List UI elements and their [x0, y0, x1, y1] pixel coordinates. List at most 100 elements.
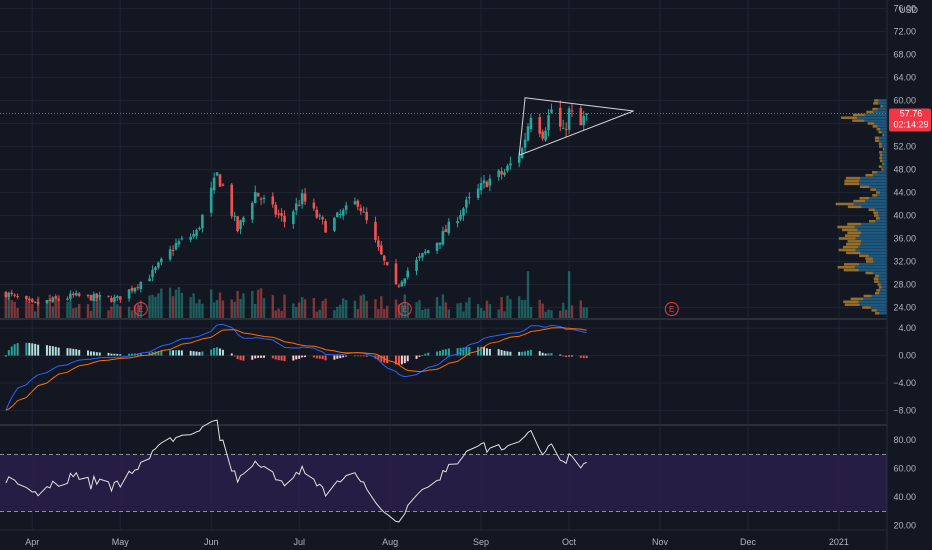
candle-body[interactable]: [585, 113, 588, 115]
candle-body[interactable]: [550, 109, 553, 113]
candle-body[interactable]: [98, 295, 102, 297]
candle-body[interactable]: [36, 302, 40, 305]
candle-body[interactable]: [168, 249, 172, 260]
candle-body[interactable]: [561, 127, 565, 129]
rsi-line[interactable]: [5, 419, 587, 523]
candle-body[interactable]: [57, 299, 60, 301]
candle-body[interactable]: [13, 294, 16, 296]
candle-body[interactable]: [426, 250, 430, 254]
candle-body[interactable]: [479, 183, 483, 191]
rsi-indicator[interactable]: [5, 419, 587, 523]
triangle-outline[interactable]: [518, 97, 634, 157]
candle-body[interactable]: [192, 233, 195, 237]
candle-body[interactable]: [274, 204, 278, 215]
candle-body[interactable]: [406, 270, 410, 278]
candle-body[interactable]: [415, 259, 418, 271]
candle-body[interactable]: [356, 200, 360, 207]
candle-body[interactable]: [421, 253, 424, 258]
candle-body[interactable]: [315, 209, 319, 218]
candle-body[interactable]: [110, 298, 113, 302]
earnings-marker-icon[interactable]: [664, 302, 679, 316]
candle-body[interactable]: [506, 165, 509, 171]
candle-body[interactable]: [359, 208, 363, 212]
candle-body[interactable]: [136, 287, 140, 289]
candle-body[interactable]: [500, 171, 503, 175]
candle-body[interactable]: [133, 287, 137, 292]
candle-body[interactable]: [341, 210, 345, 216]
candle-body[interactable]: [547, 115, 550, 131]
candle-body[interactable]: [544, 130, 547, 141]
candle-body[interactable]: [116, 296, 119, 298]
candle-body[interactable]: [564, 129, 568, 131]
candle-body[interactable]: [380, 245, 383, 255]
candle-body[interactable]: [95, 293, 99, 298]
candle-body[interactable]: [344, 205, 348, 210]
candle-body[interactable]: [277, 213, 280, 215]
candle-body[interactable]: [174, 243, 178, 250]
candle-body[interactable]: [333, 217, 336, 231]
macd-indicator[interactable]: [4, 323, 588, 411]
candle-body[interactable]: [435, 243, 439, 251]
candle-body[interactable]: [127, 289, 131, 299]
candle-body[interactable]: [424, 251, 427, 254]
candle-body[interactable]: [397, 285, 401, 287]
candle-body[interactable]: [201, 214, 204, 229]
macd-line[interactable]: [5, 323, 587, 411]
candle-body[interactable]: [558, 107, 562, 127]
candle-body[interactable]: [271, 196, 275, 205]
time-axis[interactable]: Apr May Jun Jul Aug Sep Oct Nov Dec 2021: [0, 529, 887, 550]
candle-body[interactable]: [259, 198, 263, 200]
candle-body[interactable]: [517, 156, 521, 163]
candle-body[interactable]: [300, 193, 304, 205]
candle-body[interactable]: [157, 262, 160, 268]
candle-body[interactable]: [180, 238, 184, 240]
candle-body[interactable]: [10, 292, 14, 294]
candle-body[interactable]: [239, 220, 242, 230]
candle-body[interactable]: [318, 215, 322, 217]
candle-body[interactable]: [160, 258, 163, 263]
candle-body[interactable]: [4, 291, 8, 298]
candle-body[interactable]: [321, 217, 324, 220]
candle-body[interactable]: [113, 297, 116, 302]
candle-body[interactable]: [195, 230, 198, 236]
candle-body[interactable]: [462, 208, 465, 216]
candle-body[interactable]: [377, 240, 380, 247]
candle-body[interactable]: [312, 202, 316, 209]
candle-body[interactable]: [86, 294, 90, 296]
candle-body[interactable]: [418, 256, 421, 259]
candle-body[interactable]: [365, 212, 368, 221]
candle-body[interactable]: [541, 131, 544, 139]
candle-body[interactable]: [139, 281, 143, 290]
candle-body[interactable]: [488, 178, 492, 186]
candle-body[interactable]: [338, 213, 342, 215]
candle-body[interactable]: [374, 221, 377, 241]
candle-body[interactable]: [523, 139, 527, 148]
candle-body[interactable]: [280, 213, 283, 216]
candle-body[interactable]: [529, 117, 533, 130]
candle-body[interactable]: [253, 191, 257, 204]
candle-body[interactable]: [30, 299, 34, 302]
candle-body[interactable]: [465, 199, 468, 208]
candle-body[interactable]: [582, 116, 586, 126]
candle-body[interactable]: [324, 221, 327, 233]
candle-body[interactable]: [28, 298, 31, 301]
candle-body[interactable]: [74, 293, 78, 296]
candle-body[interactable]: [394, 263, 398, 285]
candle-body[interactable]: [233, 215, 236, 217]
candle-body[interactable]: [497, 170, 500, 177]
candle-body[interactable]: [198, 227, 201, 230]
candle-body[interactable]: [503, 172, 506, 176]
candle-body[interactable]: [154, 267, 157, 271]
candle-body[interactable]: [118, 296, 122, 300]
candle-body[interactable]: [66, 298, 69, 300]
candle-body[interactable]: [567, 108, 571, 130]
candle-body[interactable]: [89, 295, 93, 301]
candle-body[interactable]: [520, 148, 524, 158]
candle-body[interactable]: [456, 221, 459, 224]
candle-body[interactable]: [468, 196, 471, 199]
candle-body[interactable]: [189, 236, 192, 240]
candle-body[interactable]: [25, 296, 28, 300]
candle-body[interactable]: [444, 229, 448, 233]
